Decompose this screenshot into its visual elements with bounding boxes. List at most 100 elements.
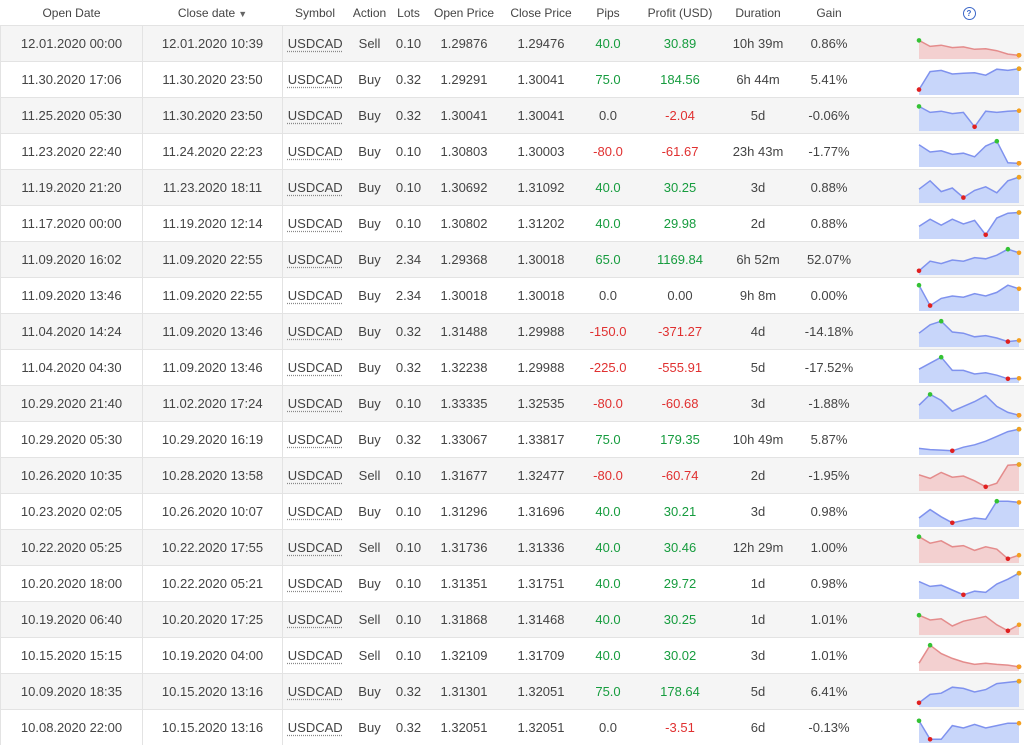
- col-close-date[interactable]: Close date ▼: [142, 0, 283, 26]
- symbol-link[interactable]: USDCAD: [287, 540, 343, 555]
- symbol-cell[interactable]: USDCAD: [282, 97, 348, 134]
- col-lots[interactable]: Lots: [391, 0, 426, 26]
- equity-sparkline: [918, 498, 1022, 527]
- col-profit[interactable]: Profit (USD): [636, 0, 724, 26]
- symbol-link[interactable]: USDCAD: [287, 360, 343, 375]
- action-cell: Buy: [347, 61, 392, 98]
- profit-cell: 30.46: [663, 540, 697, 555]
- symbol-cell[interactable]: USDCAD: [282, 385, 348, 422]
- symbol-cell[interactable]: USDCAD: [282, 709, 348, 745]
- sparkline-area: [919, 500, 1019, 527]
- symbol-cell[interactable]: USDCAD: [282, 25, 348, 62]
- sparkline-cell[interactable]: [913, 313, 1024, 350]
- symbol-cell[interactable]: USDCAD: [282, 205, 348, 242]
- symbol-link[interactable]: USDCAD: [287, 36, 343, 51]
- action-cell: Buy: [358, 684, 381, 699]
- sparkline-low-dot: [972, 124, 977, 129]
- symbol-cell[interactable]: USDCAD: [282, 241, 348, 278]
- sparkline-cell[interactable]: [913, 61, 1024, 98]
- sparkline-cell[interactable]: [913, 565, 1024, 602]
- table-row: 11.17.2020 00:00 11.19.2020 12:14 USDCAD Bu…: [0, 205, 1024, 242]
- col-gain[interactable]: Gain: [792, 0, 866, 26]
- symbol-link[interactable]: USDCAD: [287, 180, 343, 195]
- open-date-cell: 10.29.2020 05:30: [0, 421, 143, 458]
- symbol-cell[interactable]: USDCAD: [282, 565, 348, 602]
- symbol-cell[interactable]: USDCAD: [282, 601, 348, 638]
- sparkline-cell[interactable]: [913, 493, 1024, 530]
- col-duration[interactable]: Duration: [723, 0, 793, 26]
- symbol-cell[interactable]: USDCAD: [282, 169, 348, 206]
- sparkline-cell[interactable]: [913, 529, 1024, 566]
- col-open-price[interactable]: Open Price: [425, 0, 503, 26]
- sparkline-cell[interactable]: [913, 637, 1024, 674]
- action-cell: Buy: [358, 504, 381, 519]
- sparkline-cell[interactable]: [913, 421, 1024, 458]
- sparkline-cell[interactable]: [913, 133, 1024, 170]
- symbol-link[interactable]: USDCAD: [287, 468, 343, 483]
- symbol-link[interactable]: USDCAD: [287, 216, 343, 231]
- sparkline-cell[interactable]: [913, 205, 1024, 242]
- help-icon[interactable]: ?: [962, 7, 976, 20]
- sparkline-high-dot: [916, 37, 922, 43]
- sparkline-end-dot: [1016, 622, 1022, 627]
- sparkline-cell[interactable]: [913, 97, 1024, 134]
- sparkline-cell[interactable]: [913, 169, 1024, 206]
- gain-cell: 0.98%: [792, 493, 866, 530]
- lots-cell: 0.32: [391, 349, 426, 386]
- close-date-cell: 10.22.2020 05:21: [142, 565, 283, 602]
- symbol-cell[interactable]: USDCAD: [282, 637, 348, 674]
- pips-cell: 0.0: [598, 108, 618, 123]
- symbol-cell[interactable]: USDCAD: [282, 133, 348, 170]
- symbol-link[interactable]: USDCAD: [287, 288, 343, 303]
- symbol-cell[interactable]: USDCAD: [282, 421, 348, 458]
- col-symbol[interactable]: Symbol: [282, 0, 348, 26]
- sparkline-low-dot: [1005, 556, 1011, 561]
- symbol-cell[interactable]: USDCAD: [282, 61, 348, 98]
- symbol-link[interactable]: USDCAD: [287, 72, 343, 87]
- close-price-cell: 1.32051: [517, 720, 565, 735]
- sparkline-cell[interactable]: [913, 457, 1024, 494]
- symbol-link[interactable]: USDCAD: [287, 252, 343, 267]
- symbol-link[interactable]: USDCAD: [287, 612, 343, 627]
- gain-cell: 6.41%: [810, 684, 848, 699]
- symbol-link[interactable]: USDCAD: [287, 432, 343, 447]
- symbol-link[interactable]: USDCAD: [287, 576, 343, 591]
- spacer-cell: [865, 457, 914, 494]
- sparkline-cell[interactable]: [913, 709, 1024, 745]
- spacer-cell: [865, 277, 914, 314]
- symbol-link[interactable]: USDCAD: [287, 324, 343, 339]
- sparkline-cell[interactable]: [913, 385, 1024, 422]
- open-date-cell: 10.22.2020 05:25: [20, 540, 123, 555]
- symbol-cell[interactable]: USDCAD: [282, 529, 348, 566]
- close-date-cell: 11.02.2020 17:24: [142, 385, 283, 422]
- symbol-cell[interactable]: USDCAD: [282, 349, 348, 386]
- symbol-cell[interactable]: USDCAD: [282, 457, 348, 494]
- symbol-cell[interactable]: USDCAD: [282, 673, 348, 710]
- symbol-link[interactable]: USDCAD: [287, 144, 343, 159]
- symbol-cell[interactable]: USDCAD: [282, 493, 348, 530]
- col-pips[interactable]: Pips: [579, 0, 637, 26]
- gain-cell: 0.88%: [792, 205, 866, 242]
- action-cell: Sell: [358, 36, 381, 51]
- symbol-link[interactable]: USDCAD: [287, 684, 343, 699]
- sparkline-cell[interactable]: [913, 349, 1024, 386]
- sparkline-cell[interactable]: [913, 241, 1024, 278]
- duration-cell: 12h 29m: [732, 540, 784, 555]
- col-action[interactable]: Action: [347, 0, 392, 26]
- sort-down-icon[interactable]: ▼: [238, 8, 248, 19]
- symbol-cell[interactable]: USDCAD: [282, 277, 348, 314]
- symbol-link[interactable]: USDCAD: [287, 648, 343, 663]
- symbol-link[interactable]: USDCAD: [287, 720, 343, 735]
- symbol-link[interactable]: USDCAD: [287, 396, 343, 411]
- close-price-cell: 1.31696: [502, 493, 580, 530]
- col-close-price[interactable]: Close Price: [502, 0, 580, 26]
- sparkline-cell[interactable]: [913, 673, 1024, 710]
- col-open-date[interactable]: Open Date: [0, 0, 143, 26]
- symbol-link[interactable]: USDCAD: [287, 108, 343, 123]
- symbol-link[interactable]: USDCAD: [287, 504, 343, 519]
- sparkline-cell[interactable]: [913, 25, 1024, 62]
- sparkline-low-dot: [983, 484, 988, 489]
- sparkline-cell[interactable]: [913, 277, 1024, 314]
- sparkline-cell[interactable]: [913, 601, 1024, 638]
- symbol-cell[interactable]: USDCAD: [282, 313, 348, 350]
